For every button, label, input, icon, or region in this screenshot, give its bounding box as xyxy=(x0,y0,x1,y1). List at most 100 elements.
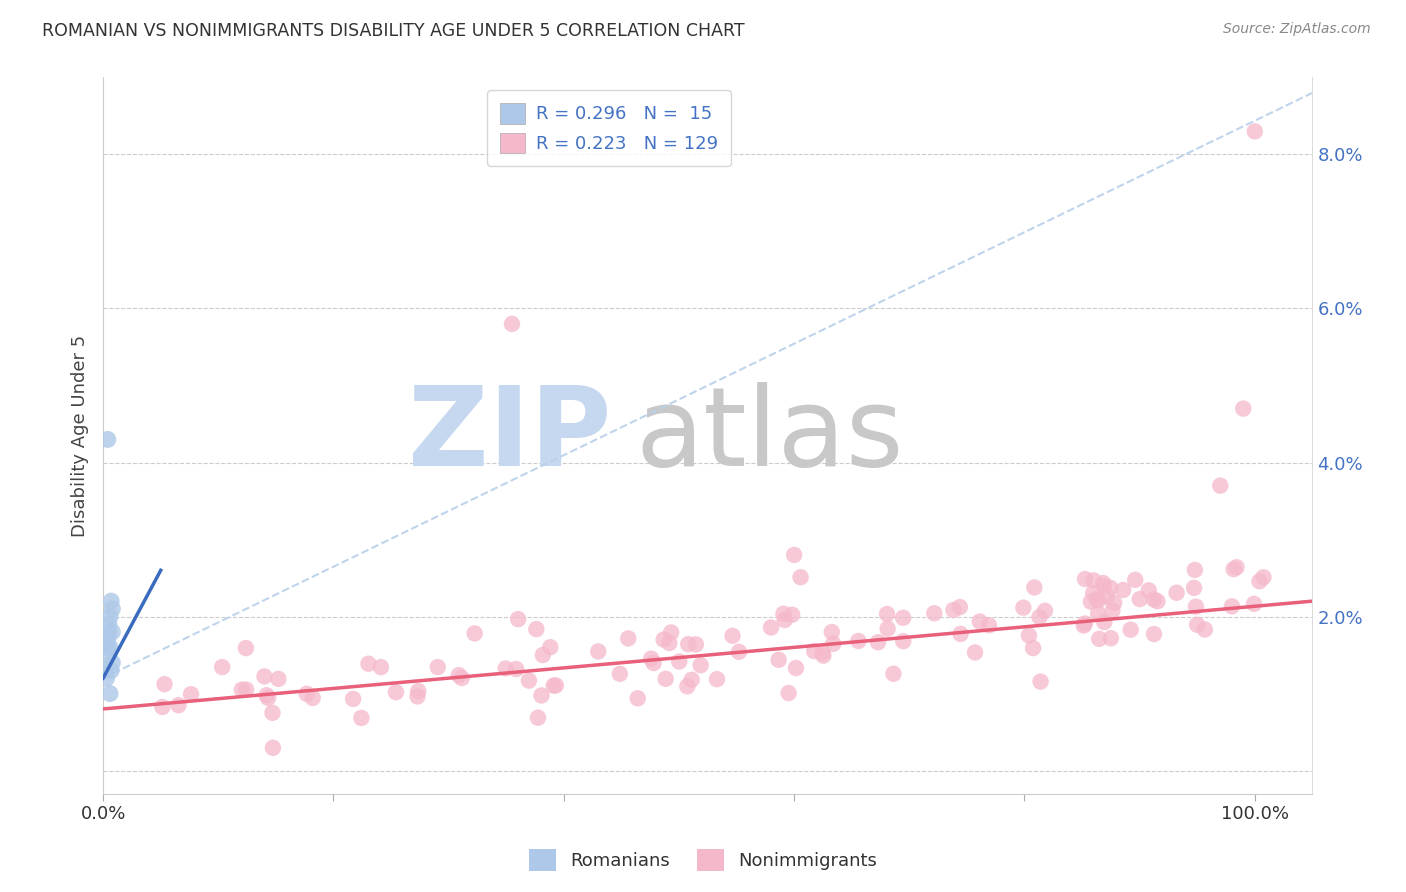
Point xyxy=(891,634,914,648)
Point xyxy=(505,662,527,676)
Point xyxy=(848,634,870,648)
Point xyxy=(98,609,121,624)
Point xyxy=(1092,615,1115,629)
Point xyxy=(97,433,120,447)
Point xyxy=(101,624,124,639)
Point xyxy=(370,660,392,674)
Point xyxy=(1012,600,1035,615)
Point xyxy=(153,677,176,691)
Point xyxy=(1073,618,1095,632)
Point xyxy=(1028,610,1050,624)
Point xyxy=(1033,604,1056,618)
Text: Source: ZipAtlas.com: Source: ZipAtlas.com xyxy=(1223,22,1371,37)
Point xyxy=(1101,604,1123,618)
Point xyxy=(759,620,782,634)
Point xyxy=(949,627,972,641)
Point xyxy=(689,658,711,673)
Point xyxy=(97,648,120,662)
Point xyxy=(773,613,796,627)
Point xyxy=(1083,574,1105,588)
Point xyxy=(98,687,121,701)
Point xyxy=(544,678,567,692)
Point xyxy=(97,624,120,639)
Point xyxy=(406,684,429,698)
Point xyxy=(876,607,898,621)
Point xyxy=(495,661,517,675)
Point xyxy=(681,673,703,687)
Point xyxy=(385,685,408,699)
Point xyxy=(1024,581,1046,595)
Point xyxy=(1119,623,1142,637)
Text: ZIP: ZIP xyxy=(408,382,612,489)
Point xyxy=(823,637,845,651)
Point xyxy=(100,664,122,678)
Point xyxy=(780,607,803,622)
Point xyxy=(1074,616,1097,631)
Point xyxy=(342,692,364,706)
Point xyxy=(426,660,449,674)
Point xyxy=(1085,592,1108,607)
Point xyxy=(1112,582,1135,597)
Point xyxy=(1099,632,1122,646)
Point xyxy=(1143,592,1166,607)
Point xyxy=(678,637,700,651)
Point xyxy=(627,691,650,706)
Point xyxy=(94,664,117,678)
Legend: R = 0.296   N =  15, R = 0.223   N = 129: R = 0.296 N = 15, R = 0.223 N = 129 xyxy=(486,90,731,166)
Point xyxy=(1143,627,1166,641)
Point xyxy=(942,603,965,617)
Point xyxy=(977,618,1000,632)
Point xyxy=(97,640,120,655)
Point xyxy=(658,636,681,650)
Point xyxy=(617,632,640,646)
Point xyxy=(1080,595,1102,609)
Point xyxy=(866,635,889,649)
Point xyxy=(1088,632,1111,646)
Point xyxy=(586,644,609,658)
Point xyxy=(706,672,728,686)
Point xyxy=(1092,576,1115,591)
Point xyxy=(728,645,751,659)
Point xyxy=(447,668,470,682)
Point xyxy=(1099,581,1122,595)
Point xyxy=(778,686,800,700)
Point xyxy=(685,637,707,651)
Point xyxy=(803,644,825,658)
Point xyxy=(1123,573,1146,587)
Point xyxy=(1194,623,1216,637)
Point xyxy=(1185,617,1208,632)
Point xyxy=(97,617,120,632)
Point xyxy=(640,651,662,665)
Point xyxy=(1146,594,1168,608)
Point xyxy=(517,673,540,688)
Point xyxy=(891,611,914,625)
Point xyxy=(524,622,547,636)
Legend: Romanians, Nonimmigrants: Romanians, Nonimmigrants xyxy=(522,842,884,879)
Point xyxy=(101,656,124,670)
Point xyxy=(180,687,202,701)
Point xyxy=(450,671,472,685)
Point xyxy=(643,656,665,670)
Point xyxy=(262,706,284,720)
Point xyxy=(1249,574,1271,589)
Point xyxy=(96,671,118,685)
Point xyxy=(1102,596,1125,610)
Point xyxy=(295,687,318,701)
Point xyxy=(100,594,122,608)
Point xyxy=(1095,589,1118,603)
Point xyxy=(150,700,173,714)
Point xyxy=(785,661,807,675)
Point xyxy=(1166,586,1188,600)
Point xyxy=(1185,599,1208,614)
Point xyxy=(1074,572,1097,586)
Point xyxy=(98,640,121,655)
Point xyxy=(811,646,834,660)
Point xyxy=(464,626,486,640)
Point xyxy=(101,602,124,616)
Point xyxy=(235,641,257,656)
Point xyxy=(167,698,190,713)
Point xyxy=(350,711,373,725)
Y-axis label: Disability Age Under 5: Disability Age Under 5 xyxy=(72,334,89,537)
Point xyxy=(609,666,631,681)
Point xyxy=(501,317,523,331)
